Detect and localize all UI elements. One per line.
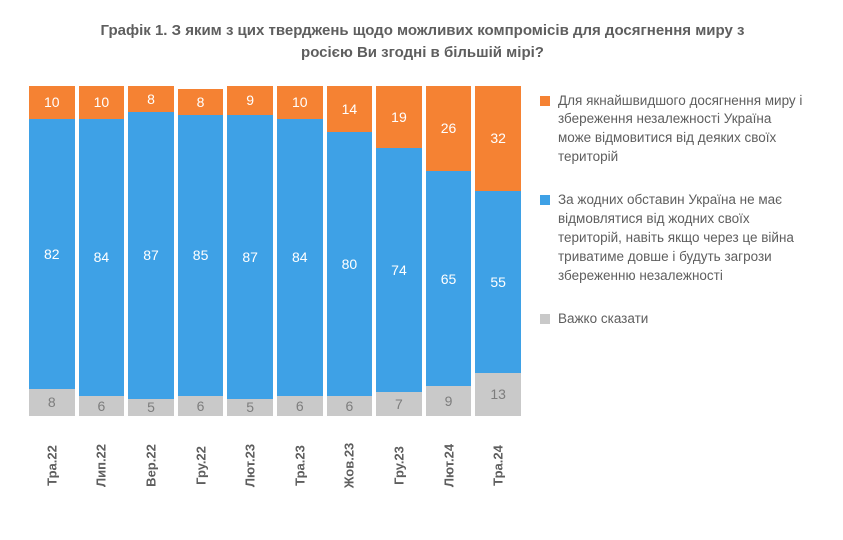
bar-column: 14806 [327, 86, 373, 416]
bar-segment-hard_to_say: 6 [277, 396, 323, 416]
bar-segment-no_concessions: 87 [227, 115, 273, 399]
bar-segment-give_up_territory: 26 [426, 86, 472, 172]
legend-swatch [540, 314, 550, 324]
bar-segment-give_up_territory: 32 [475, 86, 521, 192]
bar-column: 26659 [426, 86, 472, 416]
legend-item-give_up_territory: Для якнайшвидшого досягнення миру і збер… [540, 92, 805, 168]
bar-segment-hard_to_say: 5 [128, 399, 174, 416]
bar-segment-hard_to_say: 6 [79, 396, 125, 416]
bar-column: 8875 [128, 86, 174, 416]
bar-segment-give_up_territory: 8 [178, 89, 224, 115]
bar-segment-no_concessions: 87 [128, 112, 174, 399]
bar-column: 8856 [178, 86, 224, 416]
x-tick-label: Тра.22 [44, 445, 59, 486]
plot-area: 1082810846887588569875108461480619747266… [25, 86, 525, 416]
bar-segment-no_concessions: 80 [327, 132, 373, 396]
bar-segment-give_up_territory: 10 [79, 86, 125, 119]
x-tick: Гру.22 [178, 422, 224, 492]
bar-column: 10846 [79, 86, 125, 416]
bar-column: 19747 [376, 86, 422, 416]
bar-column: 10846 [277, 86, 323, 416]
bar-segment-no_concessions: 74 [376, 148, 422, 392]
x-axis: Тра.22 Лип.22 Вер.22 Гру.22 Лют.23 Тра.23 Жов.… [25, 416, 525, 492]
x-tick-label: Гру.23 [391, 446, 406, 485]
x-tick-label: Тра.23 [292, 445, 307, 486]
x-tick: Жов.23 [327, 422, 373, 492]
x-tick-label: Вер.22 [143, 444, 158, 487]
legend-item-no_concessions: За жодних обставин Україна не має відмов… [540, 191, 805, 285]
legend: Для якнайшвидшого досягнення миру і збер… [525, 86, 805, 353]
x-tick: Тра.22 [29, 422, 75, 492]
legend-label: Важко сказати [558, 310, 805, 329]
x-tick-label: Лип.22 [94, 443, 109, 486]
plot-col: 1082810846887588569875108461480619747266… [20, 86, 525, 492]
x-tick: Лют.24 [426, 422, 472, 492]
legend-label: Для якнайшвидшого досягнення миру і збер… [558, 92, 805, 168]
bar-segment-no_concessions: 84 [277, 119, 323, 396]
legend-item-hard_to_say: Важко сказати [540, 310, 805, 329]
x-tick-label: Гру.22 [193, 446, 208, 485]
bar-segment-no_concessions: 55 [475, 191, 521, 373]
x-tick: Вер.22 [128, 422, 174, 492]
x-tick-label: Тра.24 [491, 445, 506, 486]
bar-segment-hard_to_say: 7 [376, 392, 422, 415]
legend-swatch [540, 96, 550, 106]
x-tick: Лип.22 [79, 422, 125, 492]
x-tick-label: Лют.24 [441, 443, 456, 486]
bar-segment-give_up_territory: 8 [128, 86, 174, 112]
bar-segment-give_up_territory: 10 [29, 86, 75, 119]
bar-column: 325513 [475, 86, 521, 416]
bar-segment-give_up_territory: 10 [277, 86, 323, 119]
chart-body: 1082810846887588569875108461480619747266… [20, 86, 825, 492]
bar-segment-hard_to_say: 6 [327, 396, 373, 416]
bar-segment-no_concessions: 85 [178, 115, 224, 396]
x-tick: Тра.24 [475, 422, 521, 492]
legend-swatch [540, 195, 550, 205]
bar-segment-no_concessions: 84 [79, 119, 125, 396]
bar-segment-hard_to_say: 8 [29, 389, 75, 415]
bar-segment-hard_to_say: 5 [227, 399, 273, 415]
bar-segment-no_concessions: 82 [29, 119, 75, 390]
chart-title: Графік 1. З яким з цих тверджень щодо мо… [20, 20, 825, 86]
bar-segment-give_up_territory: 19 [376, 86, 422, 149]
x-tick-label: Лют.23 [243, 443, 258, 486]
bar-column: 9875 [227, 86, 273, 416]
bar-segment-hard_to_say: 9 [426, 386, 472, 416]
bar-segment-no_concessions: 65 [426, 171, 472, 386]
bar-segment-give_up_territory: 14 [327, 86, 373, 132]
x-tick-label: Жов.23 [342, 442, 357, 488]
chart-container: Графік 1. З яким з цих тверджень щодо мо… [0, 0, 843, 502]
x-tick: Лют.23 [227, 422, 273, 492]
bar-segment-hard_to_say: 13 [475, 373, 521, 416]
x-tick: Тра.23 [277, 422, 323, 492]
legend-label: За жодних обставин Україна не має відмов… [558, 191, 805, 285]
bar-segment-give_up_territory: 9 [227, 86, 273, 115]
x-tick: Гру.23 [376, 422, 422, 492]
bar-column: 10828 [29, 86, 75, 416]
bar-segment-hard_to_say: 6 [178, 396, 224, 416]
